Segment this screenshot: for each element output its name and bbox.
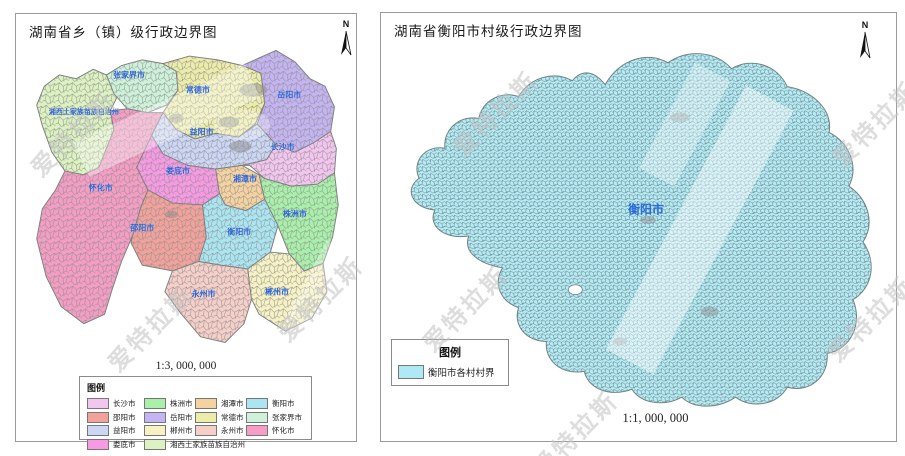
urban-area-patches [164, 83, 268, 219]
township-mesh-texture [36, 50, 339, 343]
north-label: N [342, 19, 350, 29]
legend-swatch [195, 398, 217, 410]
legend-swatch [195, 411, 217, 423]
legend-item-changde: 常德市 [195, 411, 244, 425]
right-north-arrow: N [855, 21, 875, 67]
legend-label: 衡阳市各村村界 [428, 367, 495, 379]
legend-label: 郴州市 [170, 426, 193, 436]
legend-title: 图例 [439, 347, 461, 359]
legend-item-chenzhou: 郴州市 [144, 424, 245, 438]
legend-swatch [246, 411, 268, 423]
legend-item-shaoyang: 邵阳市 [87, 411, 136, 425]
legend-swatch [144, 438, 166, 450]
right-map-panel: 湖南省衡阳市村级行政边界图 N 衡阳市 1:1, 000, 000 图例 衡阳市… [380, 12, 897, 442]
legend-label: 衡阳市 [272, 399, 295, 409]
left-north-arrow: N [336, 20, 356, 64]
legend-swatch [246, 398, 268, 410]
hengyang-village-map-image [410, 53, 872, 407]
legend-label: 永州市 [221, 426, 244, 436]
north-label: N [861, 20, 869, 30]
legend-swatch [398, 364, 424, 379]
legend-label: 湘潭市 [221, 399, 244, 409]
legend-item-zhangjiajie: 张家界市 [246, 411, 302, 425]
legend-label: 张家界市 [272, 412, 302, 422]
legend-swatch [144, 411, 166, 423]
legend-label: 湘西土家族苗族自治州 [170, 439, 245, 449]
legend-label: 株洲市 [170, 399, 193, 409]
legend-label: 岳阳市 [170, 412, 193, 422]
legend-label: 常德市 [221, 412, 244, 422]
right-scale-text: 1:1, 000, 000 [622, 411, 689, 425]
left-legend: 图例 长沙市邵阳市益阳市娄底市 株洲市岳阳市郴州市湘西土家族苗族自治州 湘潭市常德市… [79, 376, 312, 450]
legend-item-hengyang: 衡阳市 [246, 397, 302, 411]
legend-label: 邵阳市 [113, 412, 136, 422]
legend-item-loudi: 娄底市 [87, 438, 136, 452]
left-map-title: 湖南省乡（镇）级行政边界图 [29, 25, 218, 40]
urban-area-patches [613, 112, 719, 346]
legend-swatch [87, 398, 109, 410]
hunan-township-map-image [36, 49, 352, 354]
legend-title: 图例 [87, 383, 106, 393]
highlight-bands [605, 62, 794, 375]
legend-item-yiyang: 益阳市 [87, 424, 136, 438]
north-arrow-icon [341, 30, 352, 56]
legend-item-yueyang: 岳阳市 [144, 411, 245, 425]
legend-swatch [87, 438, 109, 450]
legend-item-xiangtan: 湘潭市 [195, 397, 244, 411]
legend-swatch [246, 425, 268, 437]
legend-item-zhuzhou: 株洲市 [144, 397, 245, 411]
highlight-bands [73, 63, 352, 354]
legend-item-changsha: 长沙市 [87, 397, 136, 411]
left-map-panel: 湖南省乡（镇）级行政边界图 N 张家界市 常德市 岳阳市湘西土家族苗族自治州 益阳市 长… [15, 13, 357, 450]
legend-swatch [195, 425, 217, 437]
left-scale-text: 1:3, 000, 000 [155, 360, 217, 372]
legend-item-yongzhou: 永州市 [195, 424, 244, 438]
legend-label: 娄底市 [113, 439, 136, 449]
legend-label: 怀化市 [272, 426, 295, 436]
legend-item-huaihua: 怀化市 [246, 424, 302, 438]
legend-label: 益阳市 [113, 426, 136, 436]
legend-item-hengyang-villages: 衡阳市各村村界 [398, 364, 502, 379]
legend-swatch [144, 425, 166, 437]
legend-label: 长沙市 [113, 399, 136, 409]
legend-swatch [87, 425, 109, 437]
map-hole [567, 284, 583, 296]
legend-swatch [144, 398, 166, 410]
right-legend: 图例 衡阳市各村村界 [391, 339, 509, 386]
right-map-title: 湖南省衡阳市村级行政边界图 [394, 24, 583, 39]
hengyang-city-label: 衡阳市 [627, 202, 665, 217]
north-arrow-icon [860, 31, 871, 59]
legend-item-xiangxi: 湘西土家族苗族自治州 [144, 438, 245, 452]
legend-swatch [87, 411, 109, 423]
